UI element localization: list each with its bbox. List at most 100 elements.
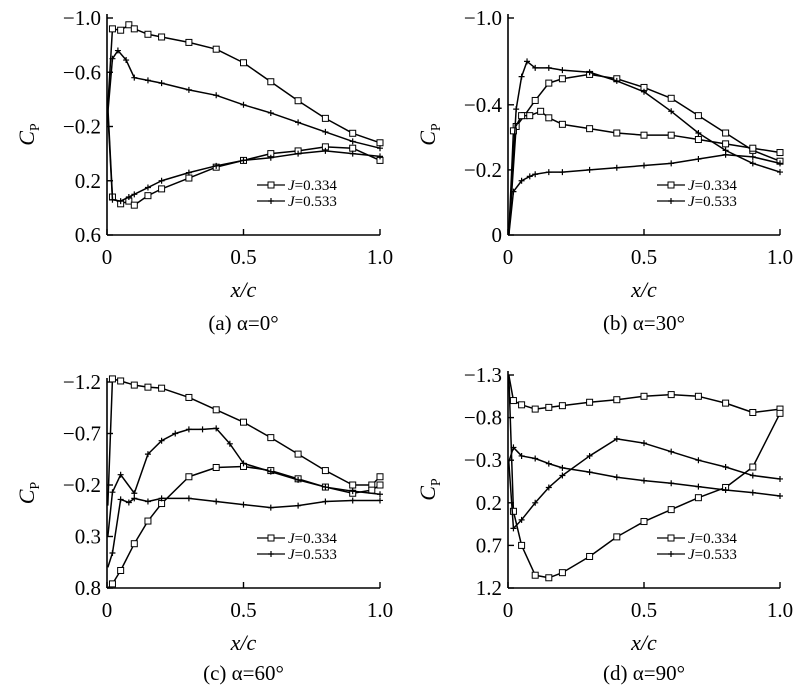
x-tick-label: 1.0 [367,598,393,622]
plus-marker [158,177,165,184]
square-marker [158,384,166,392]
square-marker [509,507,517,515]
legend-square-marker [667,534,675,542]
legend-label: J=0.533 [288,194,337,210]
plus-marker [613,164,620,171]
square-marker [125,21,133,29]
square-marker [694,136,702,144]
square-marker [185,38,193,46]
plus-marker [559,169,566,176]
plus-marker [613,435,620,442]
x-axis-label: x/c [230,277,257,302]
legend-plus-marker [268,198,274,204]
plus-marker [377,153,383,160]
square-marker [722,140,730,148]
plus-marker [213,162,220,169]
panel-caption: (b) α=30° [603,311,685,335]
plus-marker [586,452,593,459]
plus-marker [185,426,192,433]
plus-marker [695,483,702,490]
plus-marker [213,498,220,505]
square-marker [613,533,621,541]
plus-marker [349,488,356,495]
plus-marker [185,86,192,93]
series-line [107,106,381,206]
square-marker [321,467,329,475]
square-marker [509,397,517,405]
legend-square-marker [667,181,675,189]
series-line [508,73,781,236]
plus-marker [158,80,165,87]
plus-marker [322,498,329,505]
plus-marker [545,64,552,71]
y-tick-label: −1.2 [63,370,101,394]
plus-marker [695,156,702,163]
plus-marker [125,194,132,201]
plus-marker [668,108,675,115]
square-marker [349,144,357,152]
legend-label: J=0.334 [288,178,337,194]
x-tick-label: 0.5 [230,598,256,622]
square-marker [531,405,539,413]
square-marker [212,406,220,414]
x-axis-label: x/c [630,630,657,655]
chart-panel: −1.2 −0.7 −0.2 0.3 0.80 0.5 1.0 x/c CP (c) α=60° J… [14,370,393,685]
square-marker [185,393,193,401]
plus-marker [695,457,702,464]
plus-marker [559,67,566,74]
x-tick-label: 0 [102,598,113,622]
y-axis-label-subscript: P [28,482,43,490]
square-marker [749,463,757,471]
square-marker [117,566,125,574]
square-marker [267,434,275,442]
y-axis-label-subscript: P [429,123,444,131]
plus-marker [749,160,756,167]
x-tick-label: 0 [102,245,113,269]
square-marker [376,473,384,481]
y-axis-label: CP [415,478,444,501]
plus-marker [749,472,756,479]
plus-marker [510,525,517,532]
plus-marker [295,476,302,483]
plus-marker [349,138,356,145]
plus-marker [510,188,517,195]
plus-marker [749,153,756,160]
square-marker [294,97,302,105]
square-marker [667,506,675,514]
y-axis-label-subscript: P [429,478,444,486]
plus-marker [545,460,552,467]
y-tick-label: −0.4 [464,93,503,117]
plus-marker [109,55,116,62]
y-tick-label: −0.2 [63,115,101,139]
plus-marker [777,160,783,167]
square-marker [158,500,166,508]
plus-marker [722,151,729,158]
y-tick-label: 0.2 [75,169,101,193]
y-tick-label: 0.8 [75,576,101,600]
plus-marker [545,484,552,491]
plus-marker [123,57,130,64]
plus-marker [158,437,165,444]
y-tick-label: 0 [492,223,503,247]
series-line [107,465,381,589]
square-marker [749,408,757,416]
square-marker [586,125,594,133]
y-tick-label: 0.7 [476,533,502,557]
square-marker [558,120,566,128]
plus-marker [240,460,247,467]
legend-label: J=0.533 [688,547,737,563]
plus-marker [144,498,151,505]
x-axis-label: x/c [630,277,657,302]
plus-marker [131,490,138,497]
plus-marker [559,464,566,471]
plus-marker [559,472,566,479]
plus-marker [695,130,702,137]
square-marker [144,383,152,391]
y-axis-label-subscript: P [28,123,43,131]
square-marker [518,541,526,549]
plus-marker [267,504,274,511]
plus-marker [668,160,675,167]
plus-marker [117,198,124,205]
series-line [508,110,781,236]
plus-marker [117,471,124,478]
